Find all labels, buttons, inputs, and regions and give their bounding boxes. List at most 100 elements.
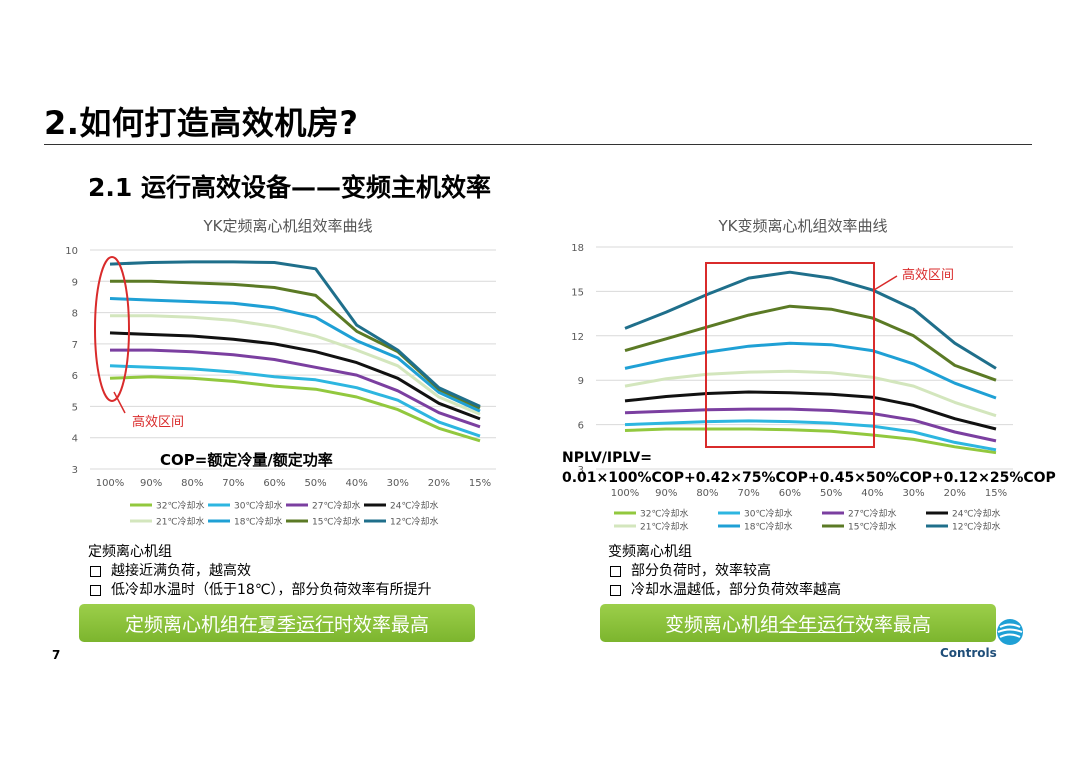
x-tick-label: 50% (820, 488, 842, 499)
x-tick-label: 80% (181, 478, 203, 489)
series-line (624, 369, 997, 418)
series-line (109, 375, 481, 443)
y-tick-label: 7 (72, 340, 78, 351)
banner-text: 效率最高 (855, 613, 932, 636)
left-note-title: 定频离心机组 (88, 544, 172, 560)
banner-text: 时效率最高 (334, 613, 430, 636)
legend-label: 21℃冷却水 (640, 521, 689, 533)
y-tick-label: 12 (571, 332, 584, 343)
nplv-formula-line1: NPLV/IPLV= (562, 450, 652, 466)
y-tick-label: 3 (578, 465, 584, 476)
legend-label: 18℃冷却水 (234, 516, 283, 528)
x-tick-label: 20% (944, 488, 966, 499)
x-tick-label: 100% (611, 488, 640, 499)
legend-label: 24℃冷却水 (952, 508, 1001, 520)
series-line (110, 348, 481, 429)
legend-label: 30℃冷却水 (744, 508, 793, 520)
banner-text: 定频离心机组在 (124, 613, 258, 636)
x-tick-label: 20% (428, 478, 450, 489)
annotation-arrow (873, 275, 898, 291)
x-tick-label: 60% (779, 488, 801, 499)
checkbox-icon (610, 566, 621, 577)
left-note-item: 低冷却水温时（低于18℃），部分负荷效率有所提升 (88, 581, 432, 600)
series-line (624, 427, 997, 455)
legend-label: 12℃冷却水 (390, 516, 439, 528)
y-tick-label: 5 (72, 402, 78, 413)
x-tick-label: 15% (469, 478, 491, 489)
x-tick-label: 40% (861, 488, 883, 499)
legend-label: 27℃冷却水 (848, 508, 897, 520)
series-line (624, 419, 997, 452)
legend-label: 12℃冷却水 (952, 521, 1001, 533)
y-tick-label: 15 (571, 287, 584, 298)
checkbox-icon (610, 585, 621, 596)
series-line (109, 331, 481, 421)
page-title: 2.如何打造高效机房? (44, 104, 359, 142)
legend-label: 27℃冷却水 (312, 500, 361, 512)
left-notes: 定频离心机组 越接近满负荷，越高效 低冷却水温时（低于18℃），部分负荷效率有所… (88, 543, 432, 600)
annotation-label: 高效区间 (902, 267, 954, 283)
section-subtitle: 2.1 运行高效设备——变频主机效率 (88, 173, 491, 202)
checkbox-icon (90, 585, 101, 596)
legend-label: 15℃冷却水 (848, 521, 897, 533)
chart-title: YK变频离心机组效率曲线 (717, 217, 887, 235)
banner-text: 变频离心机组 (664, 613, 779, 636)
high-efficiency-region-ellipse (94, 256, 130, 402)
right-note-item: 冷却水温越低，部分负荷效率越高 (608, 581, 841, 600)
right-note-text: 冷却水温越低，部分负荷效率越高 (631, 582, 841, 598)
x-tick-label: 90% (140, 478, 162, 489)
x-tick-label: 30% (387, 478, 409, 489)
x-tick-label: 80% (696, 488, 718, 499)
legend-label: 24℃冷却水 (390, 500, 439, 512)
title-divider (44, 144, 1032, 145)
series-line (109, 260, 481, 408)
high-efficiency-region-box (705, 262, 875, 448)
right-conclusion-banner: 变频离心机组 全年运行 效率最高 (600, 604, 996, 642)
banner-underlined-text: 全年运行 (778, 613, 855, 636)
y-tick-label: 8 (72, 309, 78, 320)
y-tick-label: 9 (578, 376, 584, 387)
x-tick-label: 60% (263, 478, 285, 489)
right-note-item: 部分负荷时，效率较高 (608, 562, 841, 581)
series-line (109, 364, 481, 438)
y-tick-label: 4 (72, 434, 78, 445)
page-number: 7 (52, 648, 61, 662)
y-tick-label: 18 (571, 243, 584, 254)
legend-label: 32℃冷却水 (640, 508, 689, 520)
x-tick-label: 15% (985, 488, 1007, 499)
y-tick-label: 3 (72, 465, 78, 476)
cop-definition: COP=额定冷量/额定功率 (160, 451, 333, 469)
right-notes: 变频离心机组 部分负荷时，效率较高 冷却水温越低，部分负荷效率越高 (608, 543, 841, 600)
x-tick-label: 70% (738, 488, 760, 499)
x-tick-label: 100% (96, 478, 125, 489)
x-tick-label: 90% (655, 488, 677, 499)
annotation-arrow (113, 391, 126, 414)
y-tick-label: 6 (72, 371, 78, 382)
legend-label: 30℃冷却水 (234, 500, 283, 512)
left-note-text: 低冷却水温时（低于18℃），部分负荷效率有所提升 (111, 582, 432, 598)
legend-label: 21℃冷却水 (156, 516, 205, 528)
left-note-item: 越接近满负荷，越高效 (88, 562, 432, 581)
banner-underlined-text: 夏季运行 (257, 613, 334, 636)
series-line (109, 297, 481, 413)
right-note-text: 部分负荷时，效率较高 (631, 563, 771, 579)
legend-label: 15℃冷却水 (312, 516, 361, 528)
left-conclusion-banner: 定频离心机组在 夏季运行 时效率最高 (79, 604, 475, 642)
series-line (624, 304, 997, 382)
legend-label: 18℃冷却水 (744, 521, 793, 533)
series-line (110, 314, 481, 416)
legend-label: 32℃冷却水 (156, 500, 205, 512)
nplv-formula: NPLV/IPLV= 0.01×100%COP+0.42×75%COP+0.45… (562, 448, 1056, 488)
nplv-formula-line2: 0.01×100%COP+0.42×75%COP+0.45×50%COP+0.1… (562, 470, 1056, 486)
series-line (624, 341, 997, 400)
company-logo-icon (997, 619, 1023, 645)
left-note-text: 越接近满负荷，越高效 (111, 563, 251, 579)
y-tick-label: 10 (65, 246, 78, 257)
x-tick-label: 40% (346, 478, 368, 489)
series-line (624, 407, 997, 443)
x-tick-label: 30% (902, 488, 924, 499)
right-note-title: 变频离心机组 (608, 544, 692, 560)
y-tick-label: 9 (72, 277, 78, 288)
series-line (624, 390, 997, 431)
